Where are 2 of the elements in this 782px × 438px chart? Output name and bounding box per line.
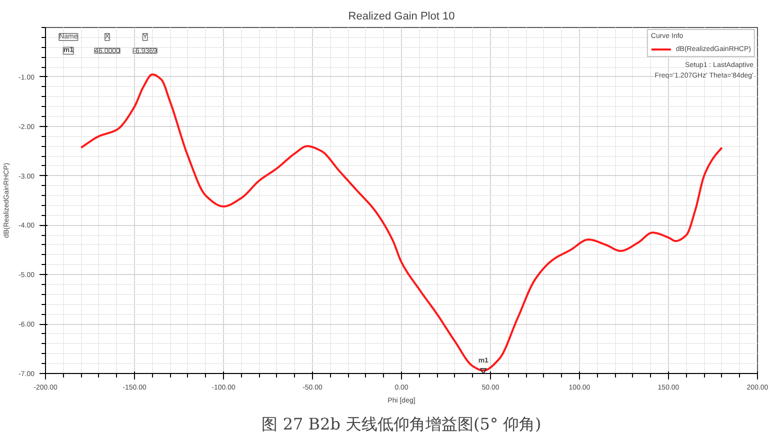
chart-title: Realized Gain Plot 10 (348, 10, 455, 22)
caption: 图 27 B2b 天线低仰角增益图(5° 仰角) (262, 414, 542, 434)
